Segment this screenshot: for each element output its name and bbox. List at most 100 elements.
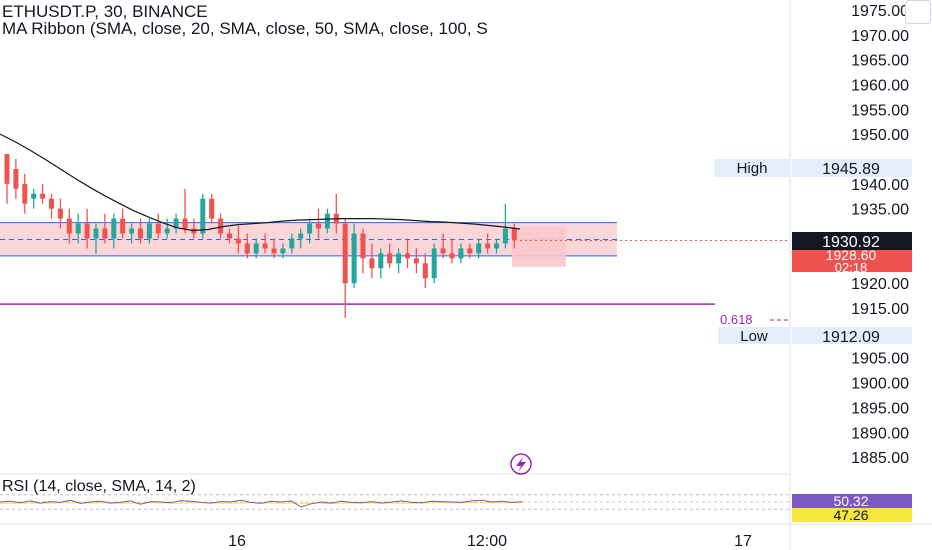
low-label: Low — [740, 328, 768, 345]
candle-body — [494, 243, 499, 249]
candle-body — [378, 253, 384, 269]
candle-body — [235, 238, 241, 244]
candle-body — [120, 218, 126, 234]
rsi-signal-value: 47.26 — [833, 507, 868, 523]
price-tick-label: 1920.00 — [851, 276, 909, 293]
high-value-box — [792, 159, 912, 177]
time-label-16: 16 — [228, 533, 246, 550]
candle-body — [413, 258, 419, 264]
candle-body — [280, 248, 286, 254]
candle-body — [324, 213, 330, 229]
candle-body — [129, 228, 135, 234]
candle-body — [200, 198, 206, 234]
candle-body — [307, 223, 313, 234]
price-tick-label: 1900.00 — [851, 376, 909, 393]
candle-body — [75, 223, 81, 234]
candle-body — [458, 248, 464, 259]
price-tick-label: 1950.00 — [851, 127, 909, 144]
price-tick-label: 1905.00 — [851, 351, 909, 368]
candle-body — [111, 218, 117, 239]
flash-icon[interactable] — [510, 453, 532, 475]
candle-body — [22, 183, 28, 204]
candle-body — [449, 253, 455, 259]
candle-body — [289, 238, 295, 249]
projection-box — [512, 227, 566, 267]
candles-layer — [4, 154, 517, 318]
rsi-indicator-title[interactable]: RSI (14, close, SMA, 14, 2) — [2, 478, 196, 495]
candle-body — [4, 154, 10, 184]
candle-body — [253, 243, 259, 254]
high-label: High — [737, 160, 768, 177]
high-label-box — [714, 159, 790, 177]
candle-body — [182, 218, 188, 229]
candle-body — [422, 263, 428, 279]
price-tick-label: 1885.00 — [851, 450, 909, 467]
candle-body — [405, 253, 410, 259]
time-label-17: 17 — [734, 533, 752, 550]
price-tick-label: 1975.00 — [851, 3, 909, 20]
high-value: 1945.89 — [822, 161, 880, 178]
price-tick-label: 1955.00 — [851, 102, 909, 119]
rsi-signal-line — [0, 502, 522, 504]
rsi-value-badge — [792, 494, 912, 508]
current-price-value: 1930.92 — [822, 234, 880, 251]
candle-body — [316, 223, 321, 229]
settings-box[interactable] — [905, 0, 931, 24]
candle-body — [298, 233, 304, 239]
candle-body — [66, 218, 72, 234]
candle-body — [93, 228, 99, 239]
low-value-box — [792, 327, 912, 344]
last-price-badge — [792, 250, 912, 272]
rsi-value: 50.32 — [833, 493, 868, 509]
candle-body — [227, 233, 232, 239]
candle-body — [49, 198, 54, 209]
current-price-badge — [792, 232, 912, 250]
candle-body — [57, 208, 63, 219]
symbol-title[interactable]: ETHUSDT.P, 30, BINANCE — [2, 2, 208, 21]
ma-ribbon-line — [0, 133, 521, 232]
candle-body — [40, 193, 46, 199]
price-tick-label: 1960.00 — [851, 77, 909, 94]
price-tick-label: 1935.00 — [851, 202, 909, 219]
candle-body — [485, 243, 491, 249]
candle-body — [387, 253, 393, 264]
candle-body — [360, 233, 366, 259]
candle-body — [351, 233, 357, 284]
candle-body — [431, 248, 437, 279]
candle-body — [476, 243, 482, 254]
low-value: 1912.09 — [822, 329, 880, 346]
candle-body — [84, 223, 90, 239]
candle-body — [218, 218, 224, 234]
candle-body — [271, 248, 277, 254]
price-tick-label: 1970.00 — [851, 28, 909, 45]
candle-body — [138, 228, 143, 239]
indicator-title[interactable]: MA Ribbon (SMA, close, 20, SMA, close, 5… — [2, 19, 488, 38]
candle-body — [209, 198, 215, 219]
candle-body — [31, 193, 37, 199]
candle-body — [396, 253, 402, 264]
candle-body — [262, 243, 268, 249]
candle-body — [13, 168, 19, 189]
time-label-1200: 12:00 — [467, 533, 507, 550]
last-price-value: 1928.60 — [826, 247, 877, 263]
candle-body — [102, 228, 108, 239]
candle-body — [155, 223, 161, 234]
candle-body — [440, 248, 446, 254]
fib-level-label: 0.618 — [720, 312, 753, 327]
rsi-line — [0, 499, 523, 508]
candle-body — [146, 223, 152, 239]
low-label-box — [718, 327, 790, 344]
candle-body — [173, 218, 179, 229]
price-tick-label: 1895.00 — [851, 400, 909, 417]
candle-body — [511, 228, 517, 241]
price-axis[interactable]: 1975.00 1970.00 1965.00 1960.00 1955.00 1950.… — [851, 3, 909, 467]
candle-body — [164, 228, 170, 234]
candle-body — [502, 228, 508, 244]
price-tick-label: 1890.00 — [851, 425, 909, 442]
candle-body — [342, 223, 348, 284]
candle-body — [369, 258, 375, 269]
price-tick-label: 1965.00 — [851, 53, 909, 70]
candle-body — [244, 243, 250, 254]
bar-countdown: 02:18 — [835, 260, 868, 275]
